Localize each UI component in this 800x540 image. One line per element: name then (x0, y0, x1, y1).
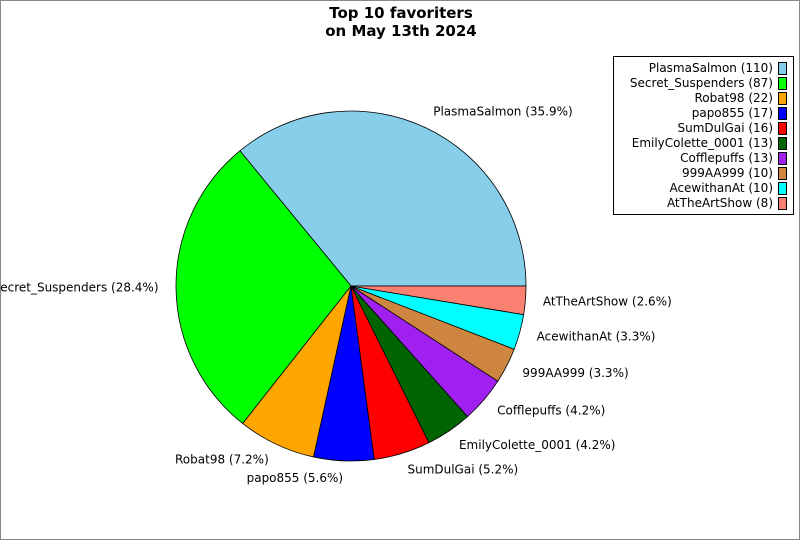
slice-label: Robat98 (7.2%) (175, 453, 269, 467)
legend-swatch (778, 91, 787, 105)
slice-label: AtTheArtShow (2.6%) (543, 294, 672, 308)
legend-label: AcewithanAt (10) (669, 181, 773, 195)
pie-slice-PlasmaSalmon (239, 110, 527, 287)
legend-item: Robat98 (22) (694, 90, 787, 106)
slice-label: EmilyColette_0001 (4.2%) (459, 438, 615, 452)
legend-label: Robat98 (22) (694, 91, 773, 105)
slice-label: AcewithanAt (3.3%) (537, 329, 656, 343)
legend-label: Cofflepuffs (13) (680, 151, 773, 165)
legend-item: SumDulGai (16) (677, 120, 787, 136)
slice-label: papo855 (5.6%) (247, 471, 344, 485)
legend-label: 999AA999 (10) (681, 166, 773, 180)
pie-slice-AtTheArtShow (350, 285, 527, 316)
chart-title-line-2: on May 13th 2024 (325, 22, 477, 40)
legend-label: Secret_Suspenders (87) (629, 76, 773, 90)
chart-title: Top 10 favoriters on May 13th 2024 (1, 4, 799, 40)
legend-swatch (778, 106, 787, 120)
chart-title-line-1: Top 10 favoriters (329, 4, 473, 22)
legend-swatch (778, 151, 787, 165)
legend-item: 999AA999 (10) (682, 165, 787, 181)
legend-item: AcewithanAt (10) (669, 180, 787, 196)
slice-label: Cofflepuffs (4.2%) (497, 404, 605, 418)
legend-label: papo855 (17) (691, 106, 773, 120)
legend: PlasmaSalmon (110) Secret_Suspenders (87)… (613, 56, 794, 215)
legend-swatch (778, 121, 787, 135)
legend-swatch (778, 166, 787, 180)
legend-swatch (778, 76, 787, 90)
slice-label: 999AA999 (3.3%) (522, 366, 628, 380)
legend-item: EmilyColette_0001 (13) (632, 135, 787, 151)
legend-label: PlasmaSalmon (110) (648, 61, 773, 75)
legend-item: Secret_Suspenders (87) (630, 75, 787, 91)
legend-item: AtTheArtShow (8) (667, 195, 787, 211)
pie-slice-Secret_Suspenders (175, 150, 352, 425)
legend-label: EmilyColette_0001 (13) (631, 136, 773, 150)
legend-item: papo855 (17) (692, 105, 787, 121)
legend-item: PlasmaSalmon (110) (649, 60, 787, 76)
slice-label: SumDulGai (5.2%) (407, 463, 518, 477)
legend-swatch (778, 181, 787, 195)
legend-label: AtTheArtShow (8) (666, 196, 773, 210)
slice-label: PlasmaSalmon (35.9%) (433, 104, 572, 118)
legend-label: SumDulGai (16) (677, 121, 773, 135)
legend-item: Cofflepuffs (13) (680, 150, 787, 166)
slice-label: Secret_Suspenders (28.4%) (1, 280, 159, 294)
legend-swatch (778, 61, 787, 75)
legend-swatch (778, 196, 787, 210)
legend-swatch (778, 136, 787, 150)
